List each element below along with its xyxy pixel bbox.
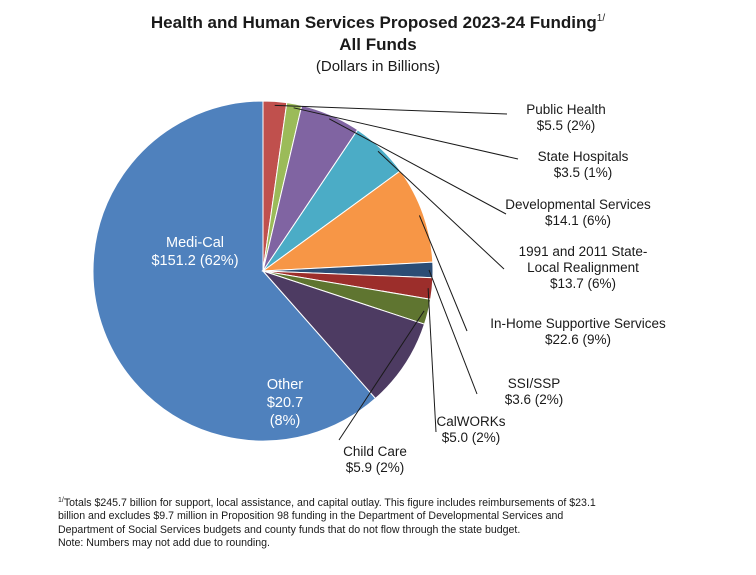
label-medi-cal: Medi-Cal bbox=[166, 235, 224, 251]
label-state-hospitals: State Hospitals bbox=[538, 149, 629, 164]
chart-footnote: 1/Totals $245.7 billion for support, loc… bbox=[58, 494, 748, 551]
value-medi-cal: $151.2 (62%) bbox=[151, 253, 238, 269]
label-calworks: CalWORKs bbox=[436, 414, 505, 429]
footnote-marker: 1/ bbox=[58, 497, 64, 504]
label-developmental-services: Developmental Services bbox=[505, 197, 651, 212]
chart-title-text: Health and Human Services Proposed 2023-… bbox=[150, 13, 597, 32]
label-in-home-supportive-services: In-Home Supportive Services bbox=[490, 316, 666, 331]
label-ssi-ssp: SSI/SSP bbox=[508, 376, 561, 391]
leader-ssi-ssp bbox=[428, 269, 478, 395]
footnote-line: Department of Social Services budgets an… bbox=[58, 523, 521, 536]
chart-title-block: Health and Human Services Proposed 2023-… bbox=[0, 8, 756, 77]
label-other-line: (8%) bbox=[270, 413, 301, 429]
leader-1991-and-2011-state-local-realignment bbox=[377, 150, 505, 270]
label-1991-and-2011-state-local-realignment-value: $13.7 (6%) bbox=[550, 276, 616, 291]
label-public-health-value: $5.5 (2%) bbox=[537, 118, 596, 133]
leader-developmental-services bbox=[328, 118, 507, 215]
footnote-text: Totals $245.7 billion for support, local… bbox=[63, 497, 596, 509]
leader-state-hospitals bbox=[293, 107, 519, 160]
leader-child-care bbox=[338, 310, 425, 441]
title-footnote-marker: 1/ bbox=[596, 13, 606, 24]
leader-public-health bbox=[274, 104, 508, 115]
chart-title: Health and Human Services Proposed 2023-… bbox=[0, 8, 756, 34]
slice-labels: Medi-Cal $151.2 (62%) Public Health$5.5 (2… bbox=[151, 102, 666, 475]
label-1991-and-2011-state-local-realignment: 1991 and 2011 State- bbox=[519, 244, 648, 259]
leader-calworks bbox=[427, 288, 437, 433]
leader-in-home-supportive-services bbox=[418, 215, 468, 332]
label-public-health: Public Health bbox=[526, 102, 606, 117]
label-child-care: Child Care bbox=[343, 444, 407, 459]
footnote-line: 1/Totals $245.7 billion for support, loc… bbox=[58, 494, 748, 510]
label-ssi-ssp-value: $3.6 (2%) bbox=[505, 392, 564, 407]
chart-title-line2: All Funds bbox=[339, 35, 417, 54]
slice-other bbox=[261, 269, 426, 400]
chart-subtitle: (Dollars in Billions) bbox=[315, 58, 441, 75]
label-developmental-services-value: $14.1 (6%) bbox=[545, 213, 611, 228]
footnote-line: Note: Numbers may not add due to roundin… bbox=[58, 537, 270, 550]
footnote-line: billion and excludes $9.7 million in Pro… bbox=[58, 510, 564, 523]
label-state-hospitals-value: $3.5 (1%) bbox=[554, 165, 613, 180]
label-child-care-value: $5.9 (2%) bbox=[346, 460, 405, 475]
label-calworks-value: $5.0 (2%) bbox=[442, 430, 501, 445]
label-in-home-supportive-services-value: $22.6 (9%) bbox=[545, 332, 611, 347]
label-other-line: $20.7 bbox=[267, 395, 303, 411]
leader-lines bbox=[274, 104, 519, 441]
slice-medi-cal bbox=[92, 100, 377, 442]
label-1991-and-2011-state-local-realignment: Local Realignment bbox=[527, 260, 639, 275]
pie-slices bbox=[92, 100, 434, 442]
label-other-line: Other bbox=[267, 377, 303, 393]
